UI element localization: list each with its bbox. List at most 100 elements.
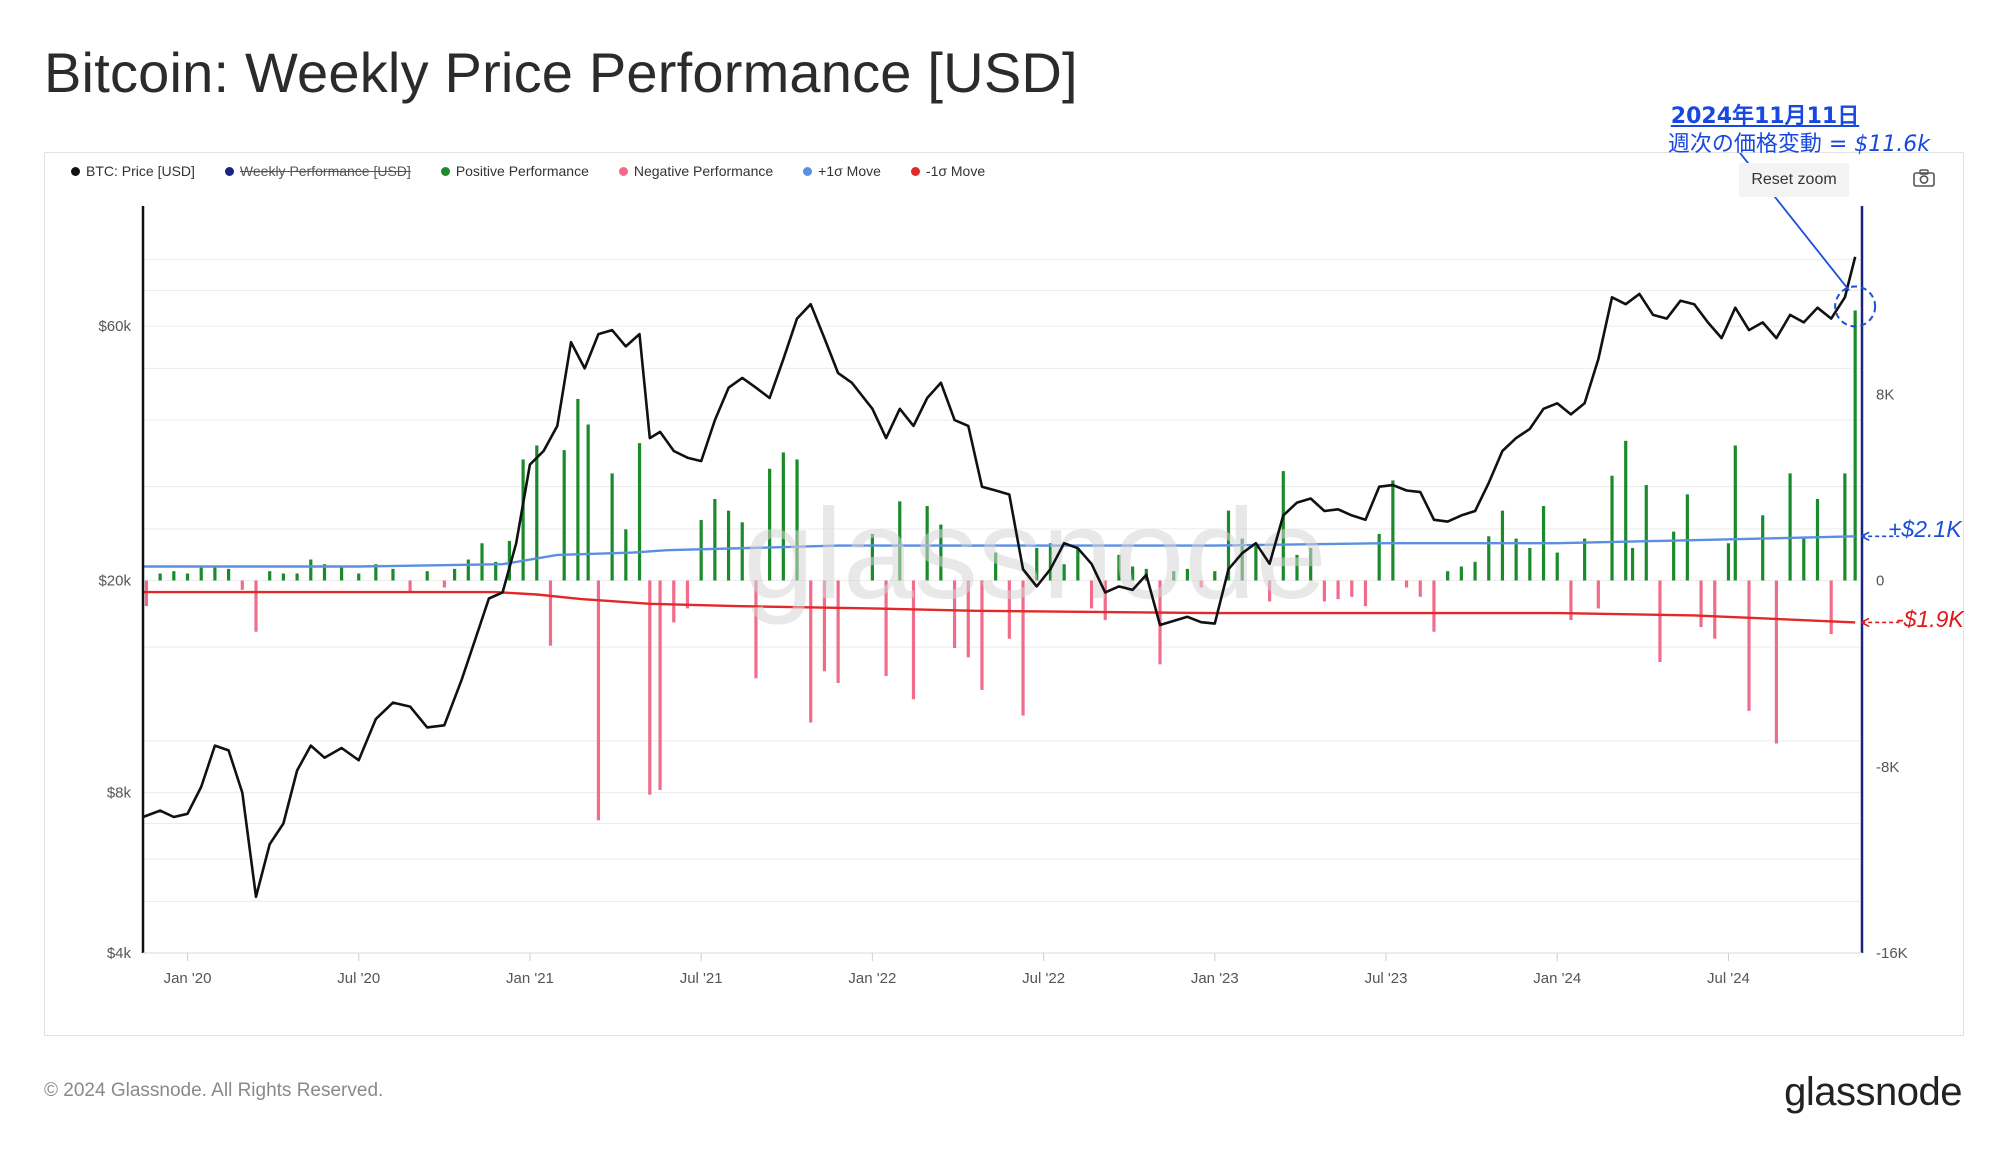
positive-bar	[1853, 310, 1857, 581]
negative-bar	[685, 580, 690, 609]
positive-bar	[374, 564, 378, 581]
positive-bar	[939, 524, 943, 581]
positive-bar	[1815, 499, 1820, 581]
legend-label: Negative Performance	[633, 163, 774, 179]
legend-dot-icon	[618, 166, 628, 176]
right-tick-label: 0	[1876, 573, 1884, 590]
positive-bar	[1391, 480, 1395, 581]
positive-bar	[1733, 445, 1737, 581]
positive-bar	[281, 573, 285, 581]
x-tick-label: Jul '22	[1022, 970, 1065, 987]
positive-bar	[453, 568, 457, 581]
negative-bar	[144, 580, 149, 607]
legend-item-negative-performance[interactable]: Negative Performance	[618, 163, 774, 179]
positive-bar	[1610, 475, 1614, 581]
x-tick-label: Jan '21	[506, 970, 554, 987]
negative-bar	[836, 580, 840, 683]
negative-bar	[1774, 580, 1778, 744]
positive-bar	[610, 473, 614, 581]
btc-price-line	[142, 256, 1857, 899]
positive-bar	[1624, 440, 1628, 581]
positive-bar	[1500, 510, 1505, 581]
chart-watermark: glassnode	[743, 483, 1327, 626]
positive-bar	[1802, 538, 1806, 581]
negative-bar	[1089, 580, 1094, 609]
positive-bar	[1528, 547, 1532, 581]
negative-bar	[1596, 580, 1600, 609]
positive-bar	[213, 566, 217, 581]
x-tick-label: Jul '24	[1707, 970, 1750, 987]
callout-line	[1738, 153, 1850, 291]
positive-bar	[507, 540, 512, 581]
negative-bar	[884, 580, 888, 676]
positive-bar	[1843, 473, 1847, 581]
legend-dot-icon	[224, 166, 234, 176]
legend-dot-icon	[910, 166, 920, 176]
positive-bar	[713, 499, 717, 581]
negative-bar	[1363, 580, 1368, 607]
positive-bar	[185, 573, 190, 581]
legend-item-btc-price[interactable]: BTC: Price [USD]	[71, 163, 195, 179]
x-tick-label: Jan '23	[1191, 970, 1239, 987]
positive-bar	[1514, 538, 1518, 581]
x-tick-label: Jan '22	[848, 970, 896, 987]
legend-item-plus-sigma[interactable]: +1σ Move	[803, 163, 881, 179]
legend: BTC: Price [USD] Weekly Performance [USD…	[71, 163, 985, 179]
left-tick-label: $20k	[98, 573, 131, 590]
left-tick-label: $8k	[107, 785, 132, 802]
legend-item-minus-sigma[interactable]: -1σ Move	[910, 163, 985, 179]
legend-label: Positive Performance	[455, 163, 589, 179]
right-tick-label: -16K	[1876, 945, 1908, 962]
positive-bar	[1309, 547, 1313, 581]
legend-item-positive-performance[interactable]: Positive Performance	[440, 163, 589, 179]
glassnode-logo: glassnode	[1784, 1070, 1962, 1114]
negative-bar	[952, 580, 957, 649]
annotation-layer	[1738, 153, 1900, 628]
right-tick-label: -8K	[1876, 759, 1899, 776]
negative-bar	[548, 580, 553, 646]
negative-bar	[648, 580, 652, 795]
copyright-text: © 2024 Glassnode. All Rights Reserved.	[44, 1080, 384, 1101]
negative-bar	[1658, 580, 1662, 662]
negative-bar	[1699, 580, 1703, 628]
positive-bar	[1672, 531, 1676, 581]
positive-bar	[1377, 533, 1381, 581]
plus-sigma-arrowhead	[1860, 531, 1870, 541]
negative-bar	[596, 580, 601, 821]
negative-bar	[658, 580, 662, 791]
grid-layer	[143, 259, 1862, 954]
positive-bar	[1459, 566, 1463, 581]
legend-dot-icon	[440, 166, 450, 176]
legend-label: Weekly Performance [USD]	[239, 163, 411, 179]
legend-label: BTC: Price [USD]	[86, 163, 195, 179]
positive-bar	[1726, 543, 1731, 581]
negative-bar	[980, 580, 984, 690]
reset-zoom-button[interactable]: Reset zoom	[1739, 163, 1849, 197]
positive-bar	[1172, 571, 1176, 581]
positive-bar	[1644, 485, 1648, 581]
positive-bar	[1254, 543, 1258, 581]
negative-bar	[1418, 580, 1422, 597]
highlight-circle	[1834, 285, 1877, 328]
positive-bar	[994, 552, 998, 581]
positive-bar	[1446, 571, 1450, 581]
positive-bar	[740, 522, 744, 581]
negative-bar	[240, 580, 244, 590]
x-tick-label: Jul '21	[680, 970, 723, 987]
minus-sigma-arrowhead	[1860, 617, 1870, 628]
positive-bar	[1131, 566, 1135, 581]
negative-bar	[408, 580, 412, 593]
positive-bar	[1555, 552, 1559, 581]
negative-bar	[1569, 580, 1573, 621]
negative-bar	[1199, 580, 1203, 588]
camera-icon[interactable]	[1913, 169, 1935, 187]
positive-bar	[1240, 538, 1244, 581]
legend-item-weekly-performance[interactable]: Weekly Performance [USD]	[224, 163, 411, 179]
chart-svg: glassnode $4k $8k $20k $60k -16K -8K 0 8K Jan '2…	[98, 153, 1908, 987]
negative-bar	[1747, 580, 1751, 711]
negative-bar	[1713, 580, 1717, 639]
x-tick-label: Jul '23	[1365, 970, 1408, 987]
positive-bar	[1213, 571, 1217, 581]
left-tick-label: $60k	[98, 318, 131, 335]
negative-bar	[254, 580, 258, 632]
